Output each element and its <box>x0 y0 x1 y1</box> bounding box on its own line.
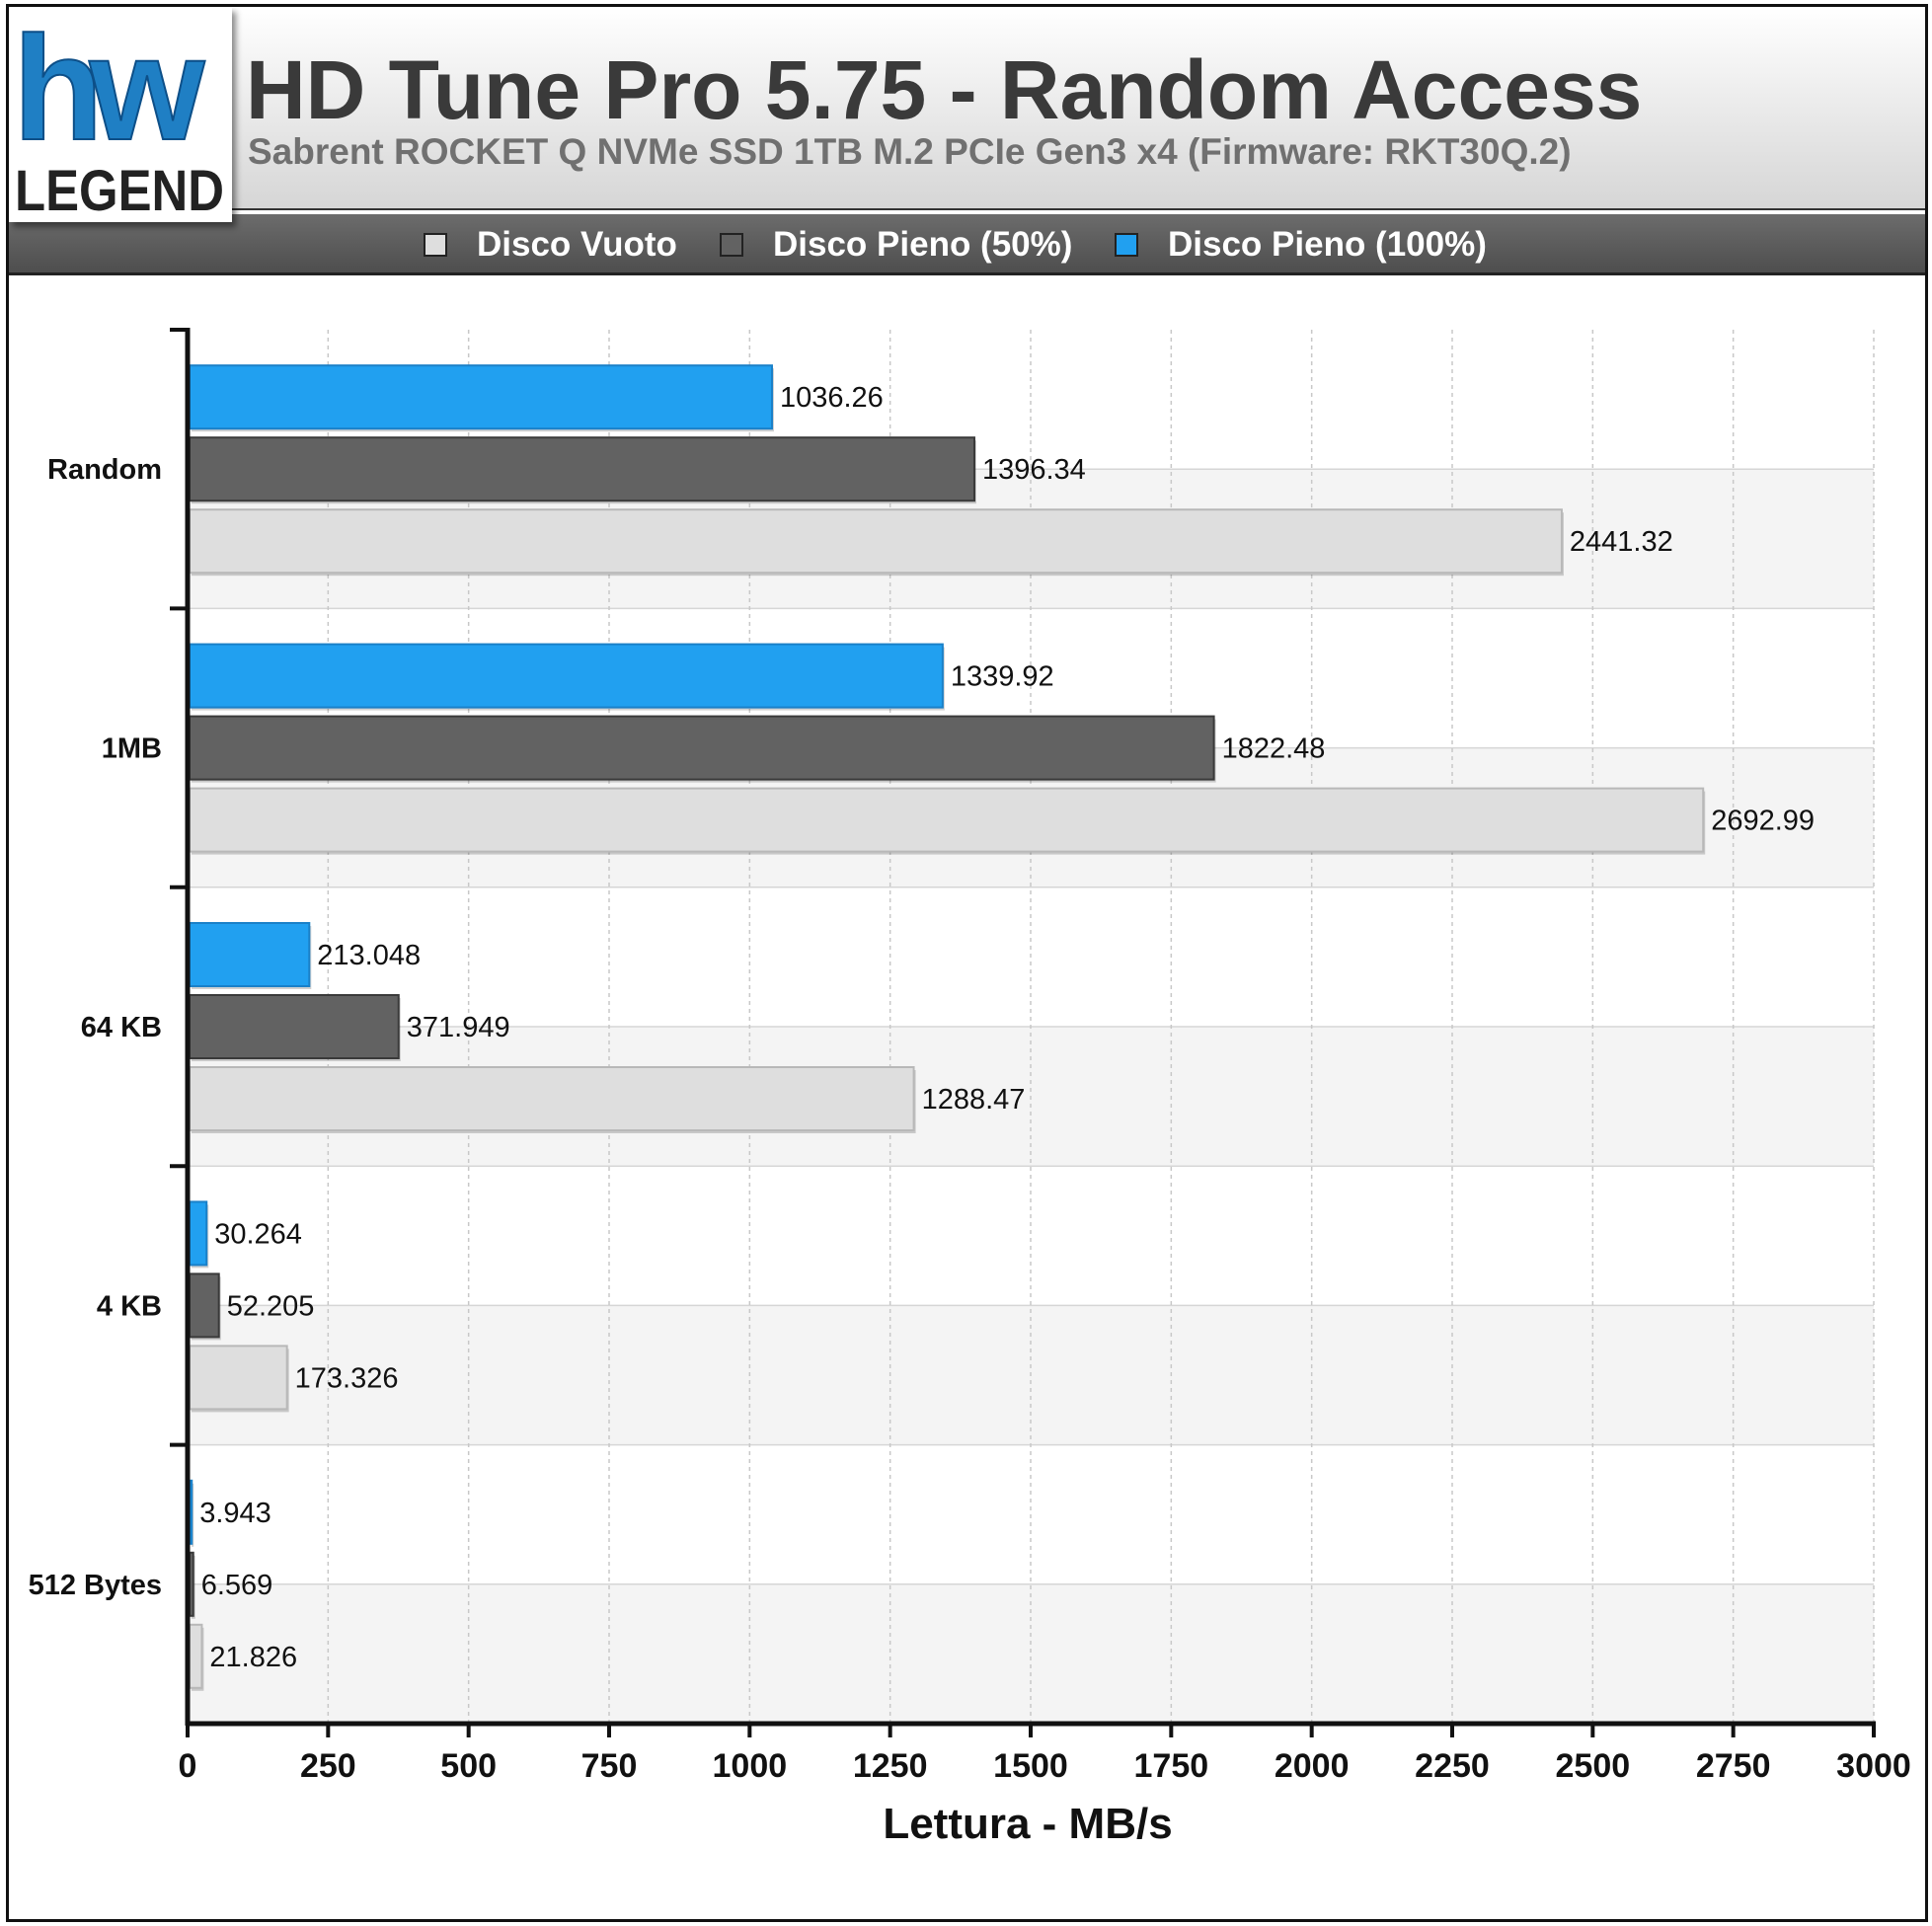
data-label: 2441.32 <box>1570 526 1673 558</box>
bar-disco-pieno-50--0 <box>189 436 975 502</box>
plot-band <box>188 1583 1874 1724</box>
x-tick-label: 2000 <box>1275 1747 1350 1785</box>
data-label: 1036.26 <box>780 382 884 414</box>
bar-disco-pieno-50--2 <box>189 994 400 1059</box>
bar-disco-vuoto-0 <box>189 508 1563 575</box>
x-tick-label: 500 <box>440 1747 497 1785</box>
category-label: 1MB <box>102 733 162 765</box>
bar-disco-pieno-100--2 <box>189 922 311 987</box>
chart-header: HD Tune Pro 5.75 - Random Access Sabrent… <box>9 7 1925 210</box>
legend-label-pieno100: Disco Pieno (100%) <box>1168 225 1487 264</box>
data-label: 6.569 <box>201 1570 273 1601</box>
category-label: 4 KB <box>97 1290 162 1322</box>
legend-swatch-vuoto <box>424 233 447 257</box>
x-axis-title: Lettura - MB/s <box>883 1800 1172 1848</box>
legend-label-pieno50: Disco Pieno (50%) <box>773 225 1073 264</box>
legend-swatch-pieno50 <box>720 233 743 257</box>
bar-disco-pieno-100--1 <box>189 643 944 709</box>
chart-title: HD Tune Pro 5.75 - Random Access <box>246 43 1643 136</box>
data-label: 173.326 <box>295 1362 399 1394</box>
bar-disco-pieno-50--1 <box>189 715 1215 781</box>
x-tick-label: 0 <box>179 1747 197 1785</box>
x-tick-label: 2500 <box>1556 1747 1631 1785</box>
x-tick-label: 2250 <box>1415 1747 1490 1785</box>
legend: Disco Vuoto Disco Pieno (50%) Disco Pien… <box>9 214 1925 275</box>
x-tick-label: 1000 <box>713 1747 788 1785</box>
category-label: Random <box>47 454 162 486</box>
bar-disco-pieno-100--0 <box>189 364 773 430</box>
x-tick-label: 1250 <box>853 1747 928 1785</box>
logo-graphic: hw LEGEND <box>9 4 232 223</box>
data-label: 52.205 <box>227 1290 315 1322</box>
axes: 0 250 500 750 1000 1250 1500 1750 2000 2250 2500 27… <box>170 328 1911 1785</box>
data-label: 213.048 <box>317 940 421 971</box>
x-tick-label: 2750 <box>1696 1747 1771 1785</box>
x-tick-label: 250 <box>300 1747 356 1785</box>
bar-disco-vuoto-2 <box>189 1066 915 1131</box>
legend-label-vuoto: Disco Vuoto <box>477 225 677 264</box>
legend-item-pieno50: Disco Pieno (50%) <box>720 214 1072 275</box>
hwlegend-logo: hw LEGEND <box>9 4 232 223</box>
x-tick-label: 750 <box>581 1747 638 1785</box>
logo-bottom-text: LEGEND <box>15 159 224 222</box>
data-label: 30.264 <box>214 1218 302 1250</box>
chart-subtitle: Sabrent ROCKET Q NVMe SSD 1TB M.2 PCIe G… <box>248 131 1572 172</box>
data-label: 2692.99 <box>1711 806 1815 837</box>
data-label: 1288.47 <box>922 1084 1026 1116</box>
data-labels: 1036.26 1396.34 2441.32 Random 1339.92 1822.4… <box>29 382 1815 1673</box>
data-label: 371.949 <box>407 1012 510 1043</box>
x-tick-label: 3000 <box>1836 1747 1911 1785</box>
bar-disco-vuoto-3 <box>189 1345 288 1411</box>
data-label: 1396.34 <box>982 454 1086 486</box>
bar-disco-pieno-50--4 <box>189 1551 194 1617</box>
bar-disco-vuoto-4 <box>189 1623 203 1689</box>
legend-item-pieno100: Disco Pieno (100%) <box>1115 214 1487 275</box>
x-tick-label: 1750 <box>1134 1747 1209 1785</box>
data-label: 21.826 <box>209 1642 297 1673</box>
data-label: 1339.92 <box>951 661 1054 693</box>
bar-disco-vuoto-1 <box>189 787 1705 853</box>
logo-top-text: hw <box>13 7 205 171</box>
category-label: 512 Bytes <box>29 1570 162 1601</box>
x-tick-label: 1500 <box>993 1747 1068 1785</box>
legend-item-vuoto: Disco Vuoto <box>424 214 677 275</box>
legend-swatch-pieno100 <box>1115 233 1138 257</box>
category-label: 64 KB <box>81 1012 162 1043</box>
data-label: 1822.48 <box>1222 733 1326 765</box>
data-label: 3.943 <box>199 1498 271 1529</box>
bar-disco-pieno-50--3 <box>189 1272 220 1339</box>
bar-disco-pieno-100--3 <box>189 1200 208 1267</box>
